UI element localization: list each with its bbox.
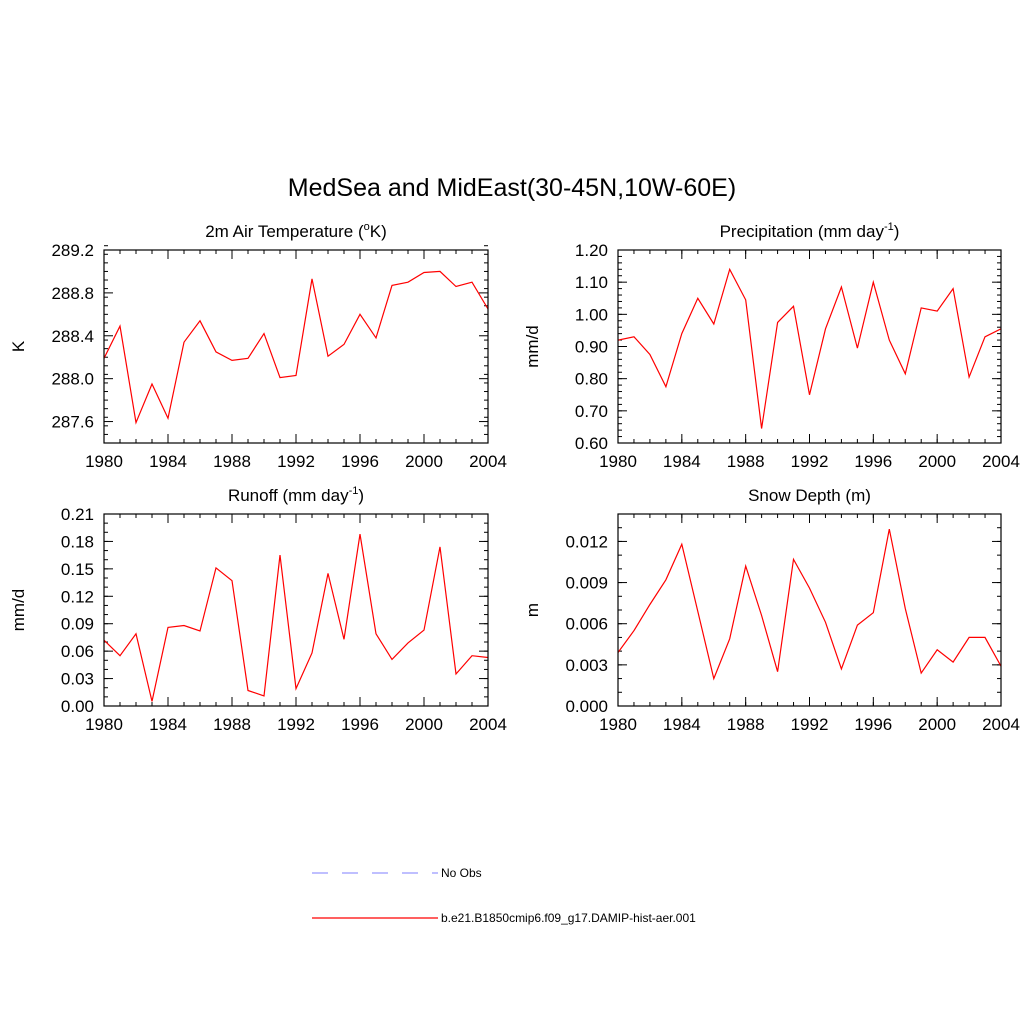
x-tick-label: 1980	[85, 452, 123, 471]
series-line-1	[104, 270, 488, 425]
y-tick-label: 0.03	[61, 670, 94, 689]
y-tick-label: 1.00	[575, 305, 608, 324]
x-tick-label: 1996	[854, 715, 892, 734]
y-tick-label: 0.06	[61, 642, 94, 661]
y-tick-label: 0.90	[575, 338, 608, 357]
chart-panel-1: 2m Air Temperature (oK) K 287.6 288.0 288.4 2…	[9, 221, 507, 471]
x-tick-label: 1996	[341, 715, 379, 734]
y-tick-label: 0.15	[61, 560, 94, 579]
panel-title-text: Precipitation (mm day	[720, 222, 885, 241]
y-tick-label: 0.60	[575, 434, 608, 453]
x-tick-label: 2000	[405, 715, 443, 734]
y-tick-label: 287.6	[51, 413, 94, 432]
x-tick-label: 2004	[469, 715, 507, 734]
x-tick-label: 1984	[149, 715, 187, 734]
y-tick-label: 0.00	[61, 697, 94, 716]
x-tick-label: 1988	[213, 452, 251, 471]
panel-title-text: 2m Air Temperature (	[205, 222, 364, 241]
x-tick-label: 1996	[854, 452, 892, 471]
plot-frame	[617, 249, 1002, 444]
x-tick-label: 1992	[791, 452, 829, 471]
x-tick-label: 1984	[663, 715, 701, 734]
panel-title-unit: )	[358, 486, 364, 505]
y-tick-label: 289.2	[51, 241, 94, 260]
y-axis-label: m	[523, 603, 542, 617]
series-line-1	[104, 534, 488, 702]
x-tick-label: 1984	[663, 452, 701, 471]
y-tick-label: 0.09	[61, 615, 94, 634]
y-axis-label: K	[9, 340, 28, 352]
panel-title: 2m Air Temperature (oK)	[205, 221, 387, 241]
legend-label: No Obs	[441, 866, 482, 880]
panel-title-superscript: -1	[349, 485, 359, 497]
x-tick-label: 1988	[727, 452, 765, 471]
y-tick-label: 0.21	[61, 505, 94, 524]
panel-title: Runoff (mm day-1)	[228, 485, 364, 505]
x-tick-label: 2004	[469, 452, 507, 471]
y-tick-label: 0.70	[575, 402, 608, 421]
x-tick-label: 1980	[85, 715, 123, 734]
plot-frame	[103, 249, 489, 444]
x-tick-label: 1992	[277, 452, 315, 471]
legend-entry-2: b.e21.B1850cmip6.f09_g17.DAMIP-hist-aer.…	[312, 911, 696, 925]
x-tick-label: 2004	[982, 452, 1020, 471]
legend-label: b.e21.B1850cmip6.f09_g17.DAMIP-hist-aer.…	[441, 911, 696, 925]
y-tick-label: 288.0	[51, 370, 94, 389]
panel-title-unit: K)	[370, 222, 387, 241]
panel-title-unit: )	[894, 222, 900, 241]
series-line-1	[618, 267, 1001, 429]
y-tick-label: 288.4	[51, 327, 94, 346]
y-tick-label: 1.10	[575, 273, 608, 292]
figure-title: MedSea and MidEast(30-45N,10W-60E)	[288, 174, 736, 202]
panel-title-superscript: o	[364, 221, 370, 233]
x-tick-label: 1996	[341, 452, 379, 471]
y-tick-label: 0.12	[61, 587, 94, 606]
y-axis-label: mm/d	[9, 589, 28, 632]
x-tick-label: 1992	[277, 715, 315, 734]
y-tick-label: 0.000	[565, 697, 608, 716]
y-tick-label: 1.20	[575, 241, 608, 260]
plot-frame	[103, 513, 489, 707]
legend: No Obs b.e21.B1850cmip6.f09_g17.DAMIP-his…	[312, 866, 696, 925]
y-tick-label: 0.18	[61, 532, 94, 551]
x-tick-label: 2000	[405, 452, 443, 471]
y-tick-label: 288.8	[51, 284, 94, 303]
legend-entry-1: No Obs	[312, 866, 482, 880]
plot-frame	[617, 513, 1002, 707]
panel-title: Precipitation (mm day-1)	[720, 221, 900, 241]
panel-title-text: Snow Depth (m)	[748, 486, 871, 505]
chart-panels: 2m Air Temperature (oK) K 287.6 288.0 288.4 2…	[9, 221, 1020, 734]
x-tick-label: 2000	[918, 452, 956, 471]
y-axis-label: mm/d	[523, 325, 542, 368]
panel-title-superscript: -1	[884, 221, 894, 233]
chart-panel-3: Runoff (mm day-1) mm/d 0.00 0.03 0.06 0.09 0.1…	[9, 485, 507, 734]
panel-title-text: Runoff (mm day	[228, 486, 349, 505]
y-tick-label: 0.009	[565, 574, 608, 593]
x-tick-label: 1988	[213, 715, 251, 734]
x-tick-label: 1992	[791, 715, 829, 734]
y-tick-label: 0.006	[565, 615, 608, 634]
y-tick-label: 0.003	[565, 656, 608, 675]
x-tick-label: 1980	[599, 452, 637, 471]
x-tick-label: 1980	[599, 715, 637, 734]
panel-title: Snow Depth (m)	[748, 486, 871, 505]
series-line-1	[618, 528, 1001, 681]
chart-panel-4: Snow Depth (m) m 0.000 0.003 0.006 0.009 0.012…	[523, 486, 1020, 734]
x-tick-label: 1984	[149, 452, 187, 471]
x-tick-label: 2004	[982, 715, 1020, 734]
y-tick-label: 0.80	[575, 370, 608, 389]
y-tick-label: 0.012	[565, 532, 608, 551]
x-tick-label: 1988	[727, 715, 765, 734]
chart-panel-2: Precipitation (mm day-1) mm/d 0.60 0.70 0.80…	[523, 221, 1020, 471]
x-tick-label: 2000	[918, 715, 956, 734]
